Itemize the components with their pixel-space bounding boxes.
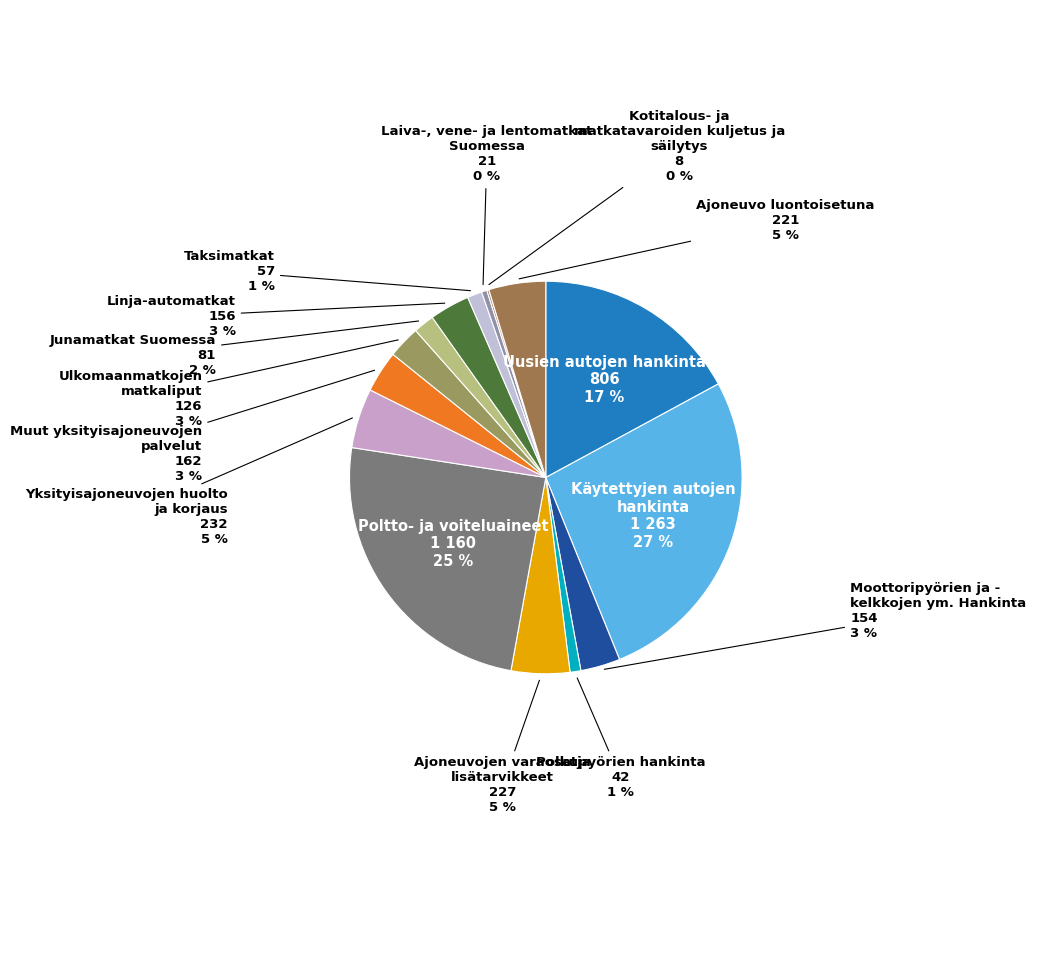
Wedge shape <box>370 354 545 478</box>
Text: Linja-automatkat
156
3 %: Linja-automatkat 156 3 % <box>107 295 445 338</box>
Wedge shape <box>416 317 545 478</box>
Wedge shape <box>482 290 545 478</box>
Text: Junamatkat Suomessa
81
2 %: Junamatkat Suomessa 81 2 % <box>50 321 419 377</box>
Text: Kotitalous- ja
matkatavaroiden kuljetus ja
säilytys
8
0 %: Kotitalous- ja matkatavaroiden kuljetus … <box>489 110 784 285</box>
Wedge shape <box>511 478 570 674</box>
Text: Polkupyörien hankinta
42
1 %: Polkupyörien hankinta 42 1 % <box>536 678 705 799</box>
Text: Ulkomaanmatkojen
matkaliput
126
3 %: Ulkomaanmatkojen matkaliput 126 3 % <box>58 340 398 428</box>
Wedge shape <box>545 384 742 660</box>
Text: Muut yksityisajoneuvojen
palvelut
162
3 %: Muut yksityisajoneuvojen palvelut 162 3 … <box>10 371 375 483</box>
Text: Yksityisajoneuvojen huolto
ja korjaus
232
5 %: Yksityisajoneuvojen huolto ja korjaus 23… <box>25 418 352 545</box>
Text: Uusien autojen hankinta
806
17 %: Uusien autojen hankinta 806 17 % <box>503 354 705 405</box>
Wedge shape <box>487 289 545 478</box>
Text: Ajoneuvo luontoisetuna
221
5 %: Ajoneuvo luontoisetuna 221 5 % <box>520 199 875 279</box>
Text: Ajoneuvojen varaosatja
lisätarvikkeet
227
5 %: Ajoneuvojen varaosatja lisätarvikkeet 22… <box>415 680 591 815</box>
Text: Poltto- ja voiteluaineet
1 160
25 %: Poltto- ja voiteluaineet 1 160 25 % <box>357 519 549 568</box>
Wedge shape <box>468 292 545 478</box>
Wedge shape <box>352 390 545 478</box>
Wedge shape <box>545 478 619 670</box>
Wedge shape <box>432 297 545 478</box>
Wedge shape <box>393 330 545 478</box>
Text: Taksimatkat
57
1 %: Taksimatkat 57 1 % <box>184 250 471 293</box>
Wedge shape <box>545 281 718 478</box>
Text: Moottoripyörien ja -
kelkkojen ym. Hankinta
154
3 %: Moottoripyörien ja - kelkkojen ym. Hanki… <box>605 582 1027 669</box>
Wedge shape <box>349 448 545 670</box>
Text: Laiva-, vene- ja lentomatkat
Suomessa
21
0 %: Laiva-, vene- ja lentomatkat Suomessa 21… <box>381 125 592 285</box>
Wedge shape <box>488 281 545 478</box>
Text: Käytettyjen autojen
hankinta
1 263
27 %: Käytettyjen autojen hankinta 1 263 27 % <box>570 482 736 549</box>
Wedge shape <box>545 478 581 672</box>
